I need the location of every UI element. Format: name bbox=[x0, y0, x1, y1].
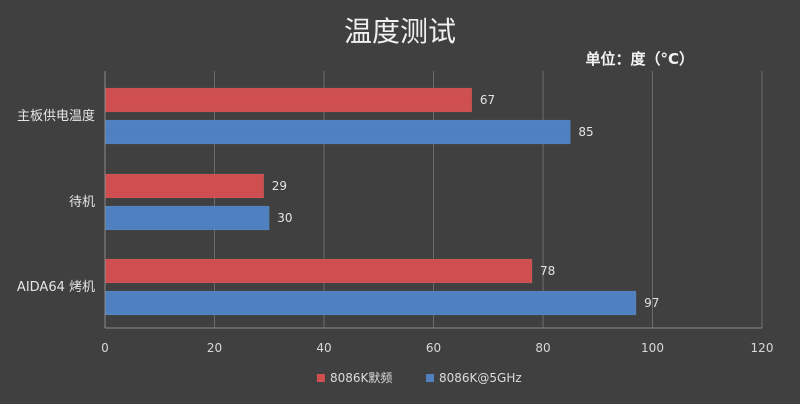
x-tick-label: 80 bbox=[535, 341, 550, 355]
x-tick-label: 40 bbox=[316, 341, 331, 355]
x-tick-label: 20 bbox=[207, 341, 222, 355]
data-label: 30 bbox=[277, 211, 292, 225]
bar-default-0 bbox=[104, 87, 473, 113]
x-tick-label: 60 bbox=[426, 341, 441, 355]
legend-swatch bbox=[426, 374, 434, 382]
unit-label: 单位：度（°C） bbox=[585, 50, 694, 68]
category-label: 主板供电温度 bbox=[17, 108, 95, 124]
category-label: AIDA64 烤机 bbox=[17, 280, 95, 295]
legend-label: 8086K@5GHz bbox=[439, 371, 522, 385]
x-tick-label: 0 bbox=[101, 341, 109, 355]
data-label: 85 bbox=[578, 125, 593, 139]
bar-default-2 bbox=[104, 258, 533, 284]
axis-layer: 0 20 40 60 80 100 120 bbox=[101, 71, 773, 355]
bar-oc-2 bbox=[104, 290, 637, 316]
x-tick-label: 120 bbox=[751, 341, 774, 355]
category-label: 待机 bbox=[69, 195, 95, 210]
chart-title: 温度测试 bbox=[344, 15, 456, 48]
legend-layer: 8086K默频 8086K@5GHz bbox=[317, 370, 522, 385]
x-tick-label: 100 bbox=[641, 341, 664, 355]
bar-oc-0 bbox=[104, 119, 571, 145]
bars-layer bbox=[104, 87, 637, 316]
data-label: 67 bbox=[480, 93, 495, 107]
data-label: 29 bbox=[272, 179, 287, 193]
grid-layer bbox=[214, 71, 763, 328]
data-label: 78 bbox=[540, 264, 555, 278]
legend-swatch bbox=[317, 374, 325, 382]
data-label: 97 bbox=[644, 296, 659, 310]
bar-default-1 bbox=[104, 173, 265, 199]
bar-oc-1 bbox=[104, 205, 270, 231]
legend-label: 8086K默频 bbox=[330, 370, 392, 385]
